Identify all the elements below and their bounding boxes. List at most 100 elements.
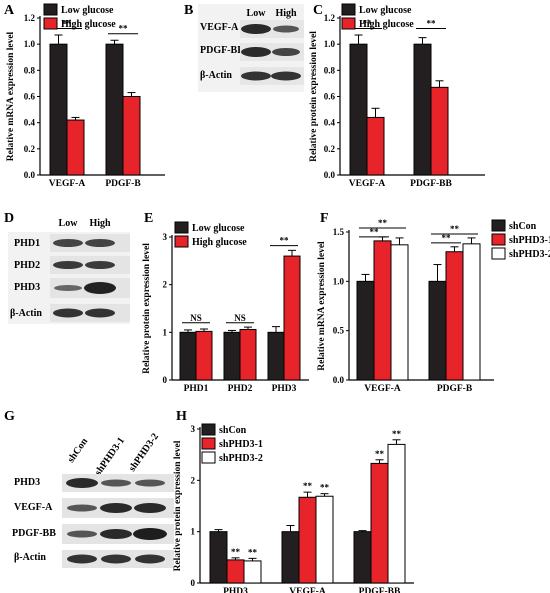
chart-a-ylabel: Relative mRNA expression level bbox=[6, 31, 16, 161]
blot-b-band-pdgf-low bbox=[241, 47, 271, 57]
blot-d-row-phd2: PHD2 bbox=[14, 260, 40, 271]
chart-e-significance-label: NS bbox=[190, 313, 202, 323]
blot-panel-b: Low High VEGF-A PDGF-BB β-Actin bbox=[198, 4, 304, 92]
blot-b-band-actin-high bbox=[271, 71, 301, 81]
blot-g-row-phd3: PHD3 bbox=[14, 477, 40, 488]
chart-f-ytick-label: 1.5 bbox=[333, 227, 345, 237]
chart-h-legend-label: shPHD3-1 bbox=[219, 439, 263, 450]
chart-c-category-label: VEGF-A bbox=[349, 179, 386, 189]
blot-g-row-vegfa: VEGF-A bbox=[14, 502, 53, 513]
chart-c-ytick-label: 0.8 bbox=[324, 65, 336, 75]
blot-g-band-actin-3 bbox=[135, 554, 165, 564]
chart-e-bar bbox=[195, 330, 213, 381]
chart-f-legend-swatch bbox=[491, 247, 506, 260]
blot-d-row-phd1: PHD1 bbox=[14, 238, 40, 249]
blot-g-band-vegfa-3 bbox=[134, 503, 166, 513]
bar-charts: 0.0 0.2 0.4 0.6 0.8 1.0 1.2 Relative mRNA expre… bbox=[6, 3, 550, 593]
chart-a-bar bbox=[105, 43, 124, 176]
blot-b-band-vegfa-high bbox=[273, 25, 299, 33]
chart-a-bar bbox=[122, 96, 141, 176]
chart-a-category-label: PDGF-B bbox=[105, 179, 141, 189]
chart-c-significance-label: ** bbox=[427, 18, 437, 28]
chart-f-category-label: PDGF-B bbox=[437, 384, 473, 394]
chart-f-category-label: VEGF-A bbox=[364, 384, 401, 394]
panel-label-d: D bbox=[4, 211, 14, 226]
chart-c-legend-swatch bbox=[341, 17, 356, 30]
chart-h-bar bbox=[370, 462, 389, 584]
blot-d-row-phd3: PHD3 bbox=[14, 282, 40, 293]
blot-g-band-pdgf-2 bbox=[100, 529, 132, 539]
chart-e-bar bbox=[239, 328, 257, 381]
chart-c-bar bbox=[349, 43, 368, 176]
chart-a-legend-label: High glucose bbox=[61, 19, 116, 30]
chart-h-ytick-label: 2 bbox=[191, 475, 196, 485]
blot-g-band-phd3-2 bbox=[101, 479, 131, 487]
chart-c-bar bbox=[430, 86, 449, 176]
chart-h-bar bbox=[209, 531, 228, 584]
chart-f-significance-label: ** bbox=[378, 218, 388, 228]
blot-g-band-pdgf-3 bbox=[133, 528, 167, 540]
chart-e-legend-swatch bbox=[174, 221, 189, 234]
chart-h-bar bbox=[226, 559, 245, 584]
chart-c-ytick-label: 1.0 bbox=[324, 39, 336, 49]
chart-e-ytick-label: 0 bbox=[163, 375, 168, 385]
chart-e-bar bbox=[223, 331, 241, 381]
chart-a-bar bbox=[66, 119, 85, 176]
chart-f: 0.0 0.5 1.0 1.5 Relative mRNA expression lev… bbox=[317, 218, 550, 394]
blot-d-band-phd1-low bbox=[53, 239, 83, 247]
chart-e-ylabel: Relative protein expression level bbox=[142, 243, 152, 374]
chart-a-significance-label: ** bbox=[63, 18, 73, 28]
blot-g-band-vegfa-2 bbox=[100, 503, 132, 513]
chart-a-ytick-label: 1.0 bbox=[24, 39, 36, 49]
chart-c-ytick-label: 0.6 bbox=[324, 92, 336, 102]
chart-e-legend-label: Low glucose bbox=[192, 223, 245, 234]
chart-e-bar bbox=[283, 255, 301, 381]
chart-f-ytick-label: 0.5 bbox=[333, 326, 345, 336]
chart-a-ytick-label: 0.8 bbox=[24, 65, 36, 75]
chart-e-significance-label: ** bbox=[280, 236, 290, 246]
blot-b-col-high: High bbox=[275, 8, 297, 19]
blot-d-band-phd1-high bbox=[85, 239, 115, 247]
chart-f-bar bbox=[428, 280, 447, 381]
chart-e-significance-label: NS bbox=[234, 313, 246, 323]
blot-b-row-vegfa: VEGF-A bbox=[200, 22, 239, 33]
blot-g-col-shphd3-2: shPHD3-2 bbox=[127, 431, 161, 473]
chart-e-legend-label: High glucose bbox=[192, 237, 247, 248]
chart-a-legend-swatch bbox=[43, 3, 58, 16]
panel-label-g: G bbox=[4, 409, 15, 424]
chart-c-significance-label: ** bbox=[363, 18, 373, 28]
panel-label-e: E bbox=[144, 211, 153, 226]
chart-a-legend-swatch bbox=[43, 17, 58, 30]
panel-label-b: B bbox=[184, 3, 193, 18]
chart-h-bar bbox=[281, 531, 300, 584]
chart-h-significance-label: ** bbox=[231, 547, 241, 557]
panel-label-c: C bbox=[313, 3, 323, 18]
chart-h-category-label: VEGF-A bbox=[289, 587, 326, 593]
chart-a: 0.0 0.2 0.4 0.6 0.8 1.0 1.2 Relative mRNA expre… bbox=[6, 3, 165, 189]
chart-f-ytick-label: 1.0 bbox=[333, 276, 345, 286]
chart-a-ytick-label: 0.2 bbox=[24, 144, 36, 154]
chart-h-ytick-label: 3 bbox=[191, 424, 196, 434]
blot-d-band-actin-low bbox=[53, 308, 83, 318]
chart-a-ytick-label: 0.6 bbox=[24, 92, 36, 102]
chart-h-legend-label: shPHD3-2 bbox=[219, 453, 263, 464]
chart-h: 0 1 2 3 Relative protein expression level PHD… bbox=[173, 423, 414, 593]
chart-e-ytick-label: 2 bbox=[163, 280, 168, 290]
chart-a-bar bbox=[49, 43, 68, 176]
chart-e-category-label: PHD1 bbox=[184, 384, 209, 394]
chart-c-ytick-label: 1.2 bbox=[324, 13, 336, 23]
blot-g-band-actin-1 bbox=[67, 554, 97, 564]
chart-a-ytick-label: 0.0 bbox=[24, 170, 36, 180]
chart-f-significance-label: ** bbox=[370, 227, 380, 237]
chart-e-ytick-label: 1 bbox=[163, 327, 168, 337]
chart-h-legend-swatch bbox=[201, 423, 216, 436]
chart-h-legend-swatch bbox=[201, 451, 216, 464]
blot-panel-d: Low High PHD1 PHD2 PHD3 β-Actin bbox=[8, 218, 130, 324]
chart-e-legend-swatch bbox=[174, 235, 189, 248]
chart-a-legend-label: Low glucose bbox=[61, 5, 114, 16]
blot-d-band-phd2-low bbox=[53, 261, 83, 269]
chart-f-legend-label: shPHD3-2 bbox=[509, 249, 550, 260]
chart-a-ytick-label: 1.2 bbox=[24, 13, 36, 23]
chart-h-bar bbox=[387, 443, 406, 584]
